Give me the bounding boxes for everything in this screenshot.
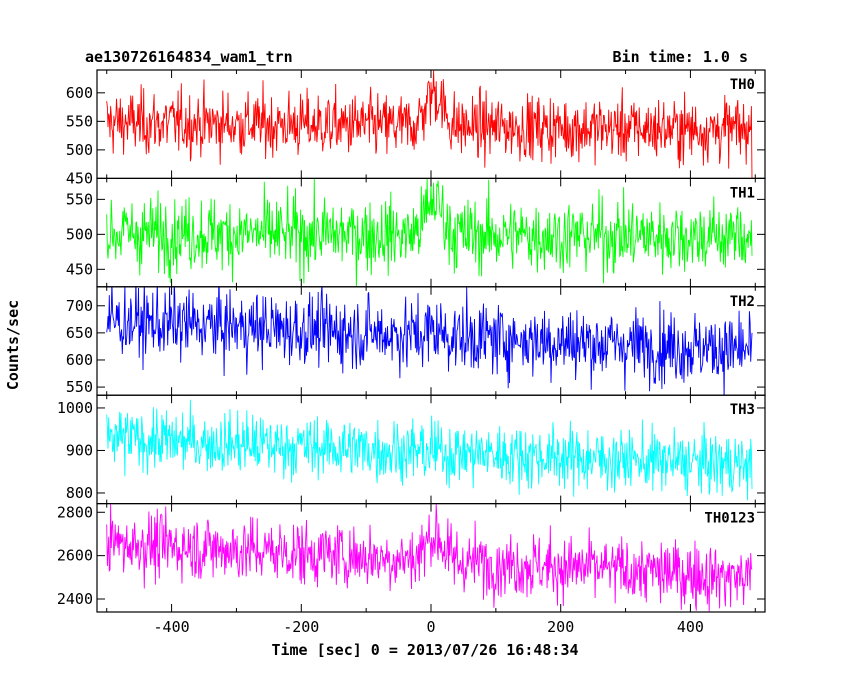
x-tick-label: 0 — [426, 618, 435, 636]
x-tick-label: 400 — [677, 618, 704, 636]
x-tick-label: 200 — [547, 618, 574, 636]
y-tick-label: 600 — [66, 84, 93, 102]
y-tick-label: 2600 — [57, 547, 93, 565]
y-tick-label: 800 — [66, 484, 93, 502]
panel-th1: 450 500 550 TH1 — [66, 177, 766, 288]
y-tick-label: 450 — [66, 169, 93, 187]
panels: 450 500 550 600 TH0 450 500 550 TH1 550 600 650 700 T… — [57, 69, 766, 636]
y-tick-label: 2400 — [57, 590, 93, 608]
series-line-th0123 — [106, 503, 753, 612]
y-tick-label: 500 — [66, 141, 93, 159]
y-tick-label: 550 — [66, 112, 93, 130]
bin-time-label: Bin time: 1.0 s — [613, 48, 748, 66]
series-line-th1 — [106, 178, 753, 287]
series-label: TH0123 — [704, 511, 755, 527]
x-tick-label: -400 — [154, 618, 190, 636]
y-tick-label: 1000 — [57, 399, 93, 417]
x-tick-label: -200 — [283, 618, 319, 636]
panel-th3: 800 900 1000 TH3 — [57, 394, 766, 505]
series-label: TH0 — [730, 77, 755, 93]
series-label: TH1 — [730, 185, 755, 201]
y-axis-label: Counts/sec — [4, 300, 22, 390]
y-tick-label: 700 — [66, 297, 93, 315]
panel-th2: 550 600 650 700 TH2 — [66, 286, 766, 396]
chart-title: ae130726164834_wam1_trn — [85, 48, 293, 66]
y-tick-label: 650 — [66, 324, 93, 342]
panel-th0123: 2400 2600 2800 TH0123 — [57, 503, 766, 613]
series-line-th3 — [106, 399, 753, 501]
y-tick-label: 2800 — [57, 503, 93, 521]
panel-th0: 450 500 550 600 TH0 — [66, 69, 766, 187]
series-line-th2 — [106, 286, 753, 396]
y-tick-label: 500 — [66, 225, 93, 243]
y-tick-label: 900 — [66, 441, 93, 459]
x-axis-label: Time [sec] 0 = 2013/07/26 16:48:34 — [271, 641, 578, 659]
y-tick-label: 550 — [66, 378, 93, 396]
y-tick-label: 600 — [66, 351, 93, 369]
series-line-th0 — [106, 70, 753, 179]
series-label: TH3 — [730, 402, 755, 418]
y-tick-label: 450 — [66, 260, 93, 278]
y-tick-label: 550 — [66, 190, 93, 208]
series-label: TH2 — [730, 294, 755, 310]
